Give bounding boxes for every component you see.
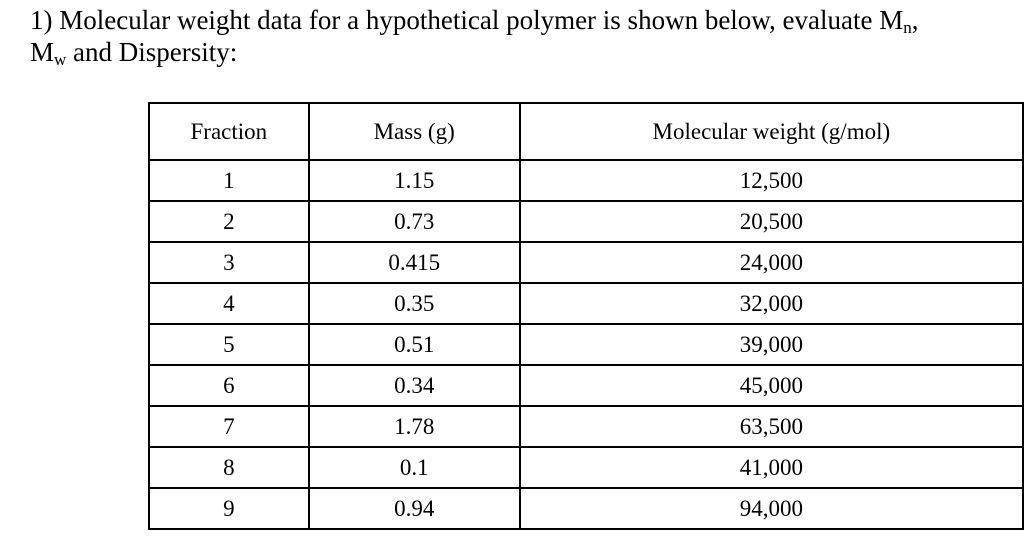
table-row: 7 1.78 63,500	[148, 405, 1024, 448]
cell-fraction: 9	[148, 487, 310, 530]
molecular-weight-table: Fraction Mass (g) Molecular weight (g/mo…	[148, 102, 1024, 530]
table-body: 1 1.15 12,500 2 0.73 20,500 3 0.415 24,000 4 0.35 3…	[148, 159, 1024, 530]
cell-mass: 0.34	[307, 364, 521, 407]
cell-fraction: 6	[148, 364, 310, 407]
cell-fraction: 7	[148, 405, 310, 448]
cell-fraction: 1	[148, 159, 310, 202]
cell-mass: 0.51	[307, 323, 521, 366]
question-prefix: 1) Molecular weight data for a hypotheti…	[30, 5, 904, 35]
cell-mass: 0.94	[307, 487, 521, 530]
mw-subscript: w	[54, 50, 67, 69]
cell-molecular-weight: 45,000	[518, 364, 1024, 407]
cell-mass: 1.78	[307, 405, 521, 448]
cell-molecular-weight: 63,500	[518, 405, 1024, 448]
table-row: 4 0.35 32,000	[148, 282, 1024, 325]
cell-mass: 0.35	[307, 282, 521, 325]
cell-molecular-weight: 41,000	[518, 446, 1024, 489]
cell-molecular-weight: 94,000	[518, 487, 1024, 530]
table-row: 6 0.34 45,000	[148, 364, 1024, 407]
cell-molecular-weight: 12,500	[518, 159, 1024, 202]
cell-fraction: 4	[148, 282, 310, 325]
table-row: 2 0.73 20,500	[148, 200, 1024, 243]
mw-symbol: M	[30, 37, 55, 67]
cell-molecular-weight: 20,500	[518, 200, 1024, 243]
mn-subscript: n	[903, 18, 912, 37]
header-molecular-weight: Molecular weight (g/mol)	[518, 102, 1024, 161]
header-mass: Mass (g)	[307, 102, 521, 161]
question-text: 1) Molecular weight data for a hypotheti…	[30, 4, 1015, 68]
header-fraction: Fraction	[148, 102, 310, 161]
table-header-row: Fraction Mass (g) Molecular weight (g/mo…	[148, 102, 1024, 161]
cell-mass: 1.15	[307, 159, 521, 202]
question-suffix: and Dispersity:	[66, 37, 238, 67]
cell-fraction: 2	[148, 200, 310, 243]
cell-molecular-weight: 39,000	[518, 323, 1024, 366]
cell-fraction: 5	[148, 323, 310, 366]
table-row: 8 0.1 41,000	[148, 446, 1024, 489]
cell-molecular-weight: 32,000	[518, 282, 1024, 325]
cell-mass: 0.1	[307, 446, 521, 489]
cell-molecular-weight: 24,000	[518, 241, 1024, 284]
cell-mass: 0.73	[307, 200, 521, 243]
cell-fraction: 8	[148, 446, 310, 489]
cell-mass: 0.415	[307, 241, 521, 284]
question-separator: ,	[911, 5, 919, 35]
table-row: 1 1.15 12,500	[148, 159, 1024, 202]
table-row: 9 0.94 94,000	[148, 487, 1024, 530]
table-row: 3 0.415 24,000	[148, 241, 1024, 284]
table-row: 5 0.51 39,000	[148, 323, 1024, 366]
cell-fraction: 3	[148, 241, 310, 284]
